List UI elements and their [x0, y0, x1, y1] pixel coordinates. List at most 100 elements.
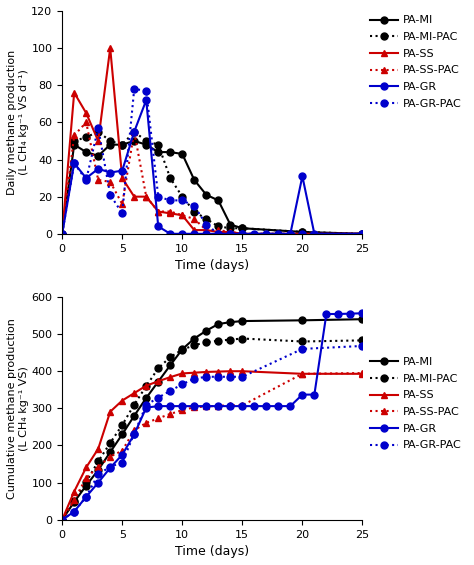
PA-SS-PAC [239, 402, 245, 408]
PA-MI [239, 225, 245, 232]
PA-GR [71, 508, 77, 515]
PA-GR [144, 97, 149, 103]
PA-MI-PAC [83, 134, 89, 141]
PA-SS-PAC [228, 402, 233, 408]
PA-GR-PAC [108, 192, 113, 198]
PA-GR-PAC [180, 381, 185, 388]
PA-MI [155, 149, 161, 155]
PA-GR [155, 223, 161, 230]
PA-MI-PAC [191, 208, 197, 215]
PA-SS-PAC [191, 404, 197, 411]
PA-MI-PAC [108, 137, 113, 144]
PA-GR [144, 404, 149, 411]
PA-GR-PAC [144, 88, 149, 94]
PA-MI-PAC [95, 458, 101, 465]
PA-SS-PAC [360, 370, 365, 376]
PA-MI [155, 378, 161, 385]
PA-MI [95, 467, 101, 473]
PA-SS [83, 110, 89, 116]
PA-SS [83, 464, 89, 471]
PA-MI-PAC [119, 421, 125, 428]
PA-SS-PAC [360, 231, 365, 237]
PA-GR-PAC [108, 463, 113, 470]
PA-SS-PAC [180, 407, 185, 414]
PA-SS-PAC [300, 371, 305, 377]
PA-GR [239, 403, 245, 410]
PA-MI-PAC [239, 225, 245, 232]
PA-SS [180, 212, 185, 219]
PA-SS-PAC [59, 231, 65, 237]
PA-GR [131, 128, 137, 135]
PA-GR [264, 403, 269, 410]
PA-MI [59, 231, 65, 237]
Line: PA-SS: PA-SS [59, 45, 366, 237]
PA-MI [300, 229, 305, 236]
PA-MI [108, 141, 113, 148]
Line: PA-MI-PAC: PA-MI-PAC [59, 335, 366, 523]
PA-MI-PAC [155, 365, 161, 372]
PA-MI-PAC [360, 231, 365, 237]
PA-MI-PAC [216, 223, 221, 230]
PA-MI [95, 153, 101, 159]
PA-SS-PAC [131, 427, 137, 434]
PA-MI [216, 321, 221, 328]
PA-SS [119, 397, 125, 404]
Y-axis label: Daily methane production
(L CH₄ kg⁻¹ VS d⁻¹): Daily methane production (L CH₄ kg⁻¹ VS … [7, 50, 28, 195]
PA-GR [59, 516, 65, 523]
Line: PA-GR: PA-GR [59, 310, 366, 523]
PA-SS [300, 371, 305, 377]
PA-MI-PAC [300, 338, 305, 345]
PA-GR [203, 403, 209, 410]
PA-GR-PAC [144, 402, 149, 408]
PA-MI-PAC [144, 137, 149, 144]
PA-MI [191, 335, 197, 342]
PA-SS-PAC [180, 212, 185, 219]
PA-MI-PAC [228, 336, 233, 343]
PA-SS [155, 208, 161, 215]
PA-SS [131, 193, 137, 200]
PA-GR [288, 231, 293, 237]
Legend: PA-MI, PA-MI-PAC, PA-SS, PA-SS-PAC, PA-GR, PA-GR-PAC: PA-MI, PA-MI-PAC, PA-SS, PA-SS-PAC, PA-G… [365, 11, 466, 113]
PA-GR [83, 175, 89, 181]
PA-SS [203, 368, 209, 375]
PA-MI-PAC [228, 225, 233, 232]
PA-MI-PAC [239, 335, 245, 342]
PA-GR-PAC [180, 197, 185, 204]
PA-SS-PAC [119, 201, 125, 207]
PA-SS-PAC [108, 453, 113, 460]
PA-SS-PAC [71, 132, 77, 139]
PA-SS-PAC [167, 411, 173, 418]
Line: PA-GR-PAC: PA-GR-PAC [59, 85, 366, 237]
PA-SS [95, 445, 101, 452]
PA-GR-PAC [155, 394, 161, 401]
PA-GR [252, 231, 257, 237]
PA-GR [228, 403, 233, 410]
PA-MI [144, 394, 149, 401]
PA-MI [59, 516, 65, 523]
PA-MI [239, 318, 245, 324]
PA-GR-PAC [119, 459, 125, 466]
PA-GR [71, 160, 77, 167]
Line: PA-MI: PA-MI [59, 137, 366, 237]
PA-MI-PAC [360, 337, 365, 344]
PA-MI [203, 327, 209, 334]
PA-SS [216, 229, 221, 236]
PA-MI [300, 317, 305, 324]
PA-GR [311, 391, 317, 398]
PA-GR-PAC [95, 471, 101, 478]
PA-GR [203, 231, 209, 237]
PA-SS-PAC [203, 227, 209, 233]
PA-GR [360, 310, 365, 316]
PA-SS-PAC [203, 403, 209, 410]
PA-SS [167, 374, 173, 381]
PA-SS-PAC [71, 497, 77, 503]
PA-GR-PAC [95, 124, 101, 131]
PA-GR-PAC [203, 373, 209, 380]
PA-SS [59, 516, 65, 523]
PA-GR-PAC [203, 221, 209, 228]
PA-GR-PAC [239, 231, 245, 237]
PA-MI-PAC [180, 193, 185, 200]
PA-GR [275, 231, 281, 237]
PA-GR-PAC [239, 373, 245, 380]
PA-MI-PAC [131, 401, 137, 408]
